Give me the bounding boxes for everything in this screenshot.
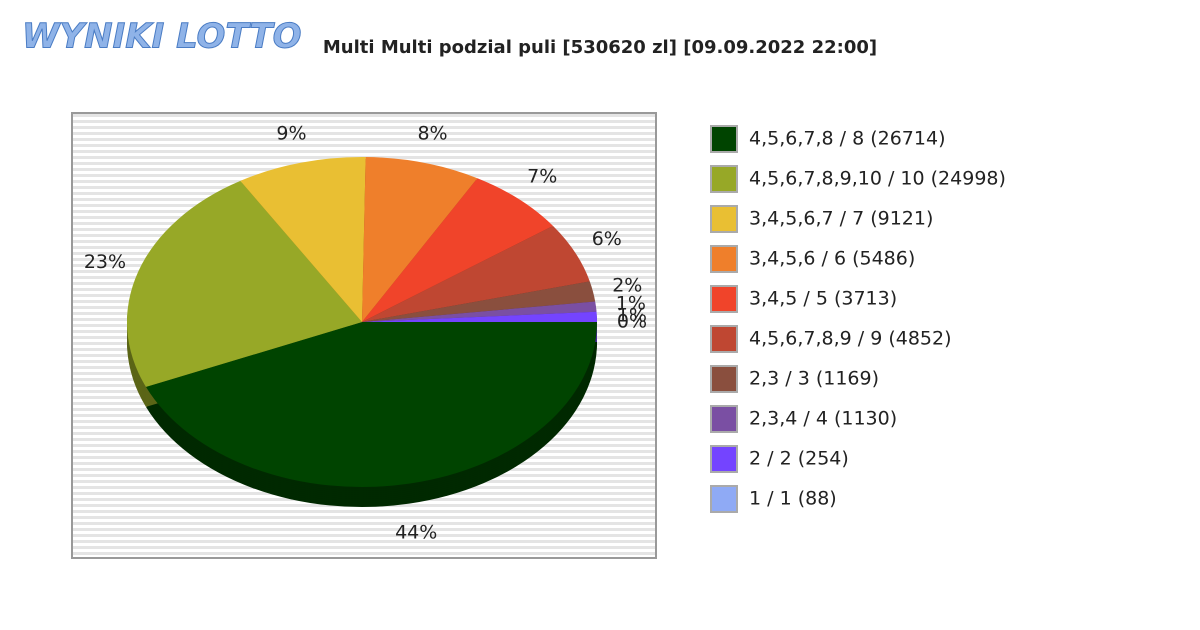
pie-slice	[127, 180, 362, 387]
pie-slice	[362, 301, 597, 322]
pie-slice	[362, 311, 597, 322]
legend-swatch	[710, 405, 738, 433]
pie-slice	[240, 157, 366, 322]
legend-swatch	[710, 445, 738, 473]
logo: WYNIKI LOTTO	[22, 17, 302, 57]
data-label: 2%	[612, 274, 642, 296]
legend-swatch	[710, 485, 738, 513]
legend-label: 4,5,6,7,8 / 8 (26714)	[749, 128, 945, 150]
data-label: 1%	[617, 304, 647, 326]
legend-swatch	[710, 365, 738, 393]
legend-label: 2,3 / 3 (1169)	[749, 368, 879, 390]
legend-label: 3,4,5 / 5 (3713)	[749, 288, 897, 310]
pie-slice	[362, 281, 596, 322]
legend-swatch	[710, 125, 738, 153]
legend-swatch	[710, 245, 738, 273]
legend-swatch	[710, 205, 738, 233]
pie-slice	[145, 322, 598, 487]
data-label: 7%	[527, 165, 557, 187]
data-label: 9%	[276, 122, 306, 144]
pie-slice	[362, 178, 553, 322]
data-label: 8%	[417, 122, 447, 144]
legend-swatch	[710, 325, 738, 353]
legend-swatch	[710, 165, 738, 193]
data-label: 1%	[616, 292, 646, 314]
pie-slice	[362, 157, 478, 322]
data-label: 23%	[84, 251, 126, 273]
legend-label: 3,4,5,6 / 6 (5486)	[749, 248, 915, 270]
legend-label: 3,4,5,6,7 / 7 (9121)	[749, 208, 933, 230]
legend-swatch	[710, 285, 738, 313]
legend-label: 4,5,6,7,8,9 / 9 (4852)	[749, 328, 952, 350]
data-label: 0%	[617, 311, 647, 333]
legend-label: 2,3,4 / 4 (1130)	[749, 408, 897, 430]
data-label: 44%	[395, 522, 437, 544]
legend-label: 4,5,6,7,8,9,10 / 10 (24998)	[749, 168, 1006, 190]
chart-title: Multi Multi podzial puli [530620 zl] [09…	[323, 37, 877, 58]
legend: 4,5,6,7,8 / 8 (26714) 4,5,6,7,8,9,10 / 10…	[710, 125, 1006, 513]
data-label: 6%	[592, 228, 622, 250]
legend-label: 1 / 1 (88)	[749, 488, 837, 510]
pie: 44%23%9% 8%7%6%2%1%1%0%	[84, 122, 647, 543]
pie-slice	[362, 225, 590, 322]
legend-label: 2 / 2 (254)	[749, 448, 849, 470]
